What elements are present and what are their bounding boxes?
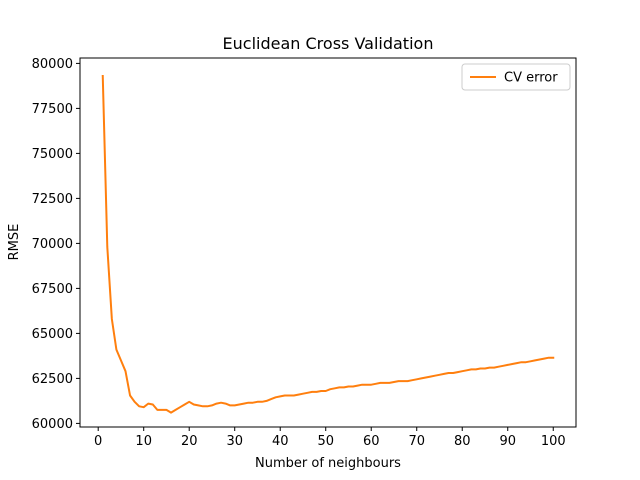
y-tick-label: 70000: [32, 237, 73, 252]
x-tick-label: 50: [317, 434, 334, 449]
x-tick-label: 10: [135, 434, 152, 449]
x-tick-label: 30: [226, 434, 243, 449]
y-axis-title: RMSE: [7, 224, 22, 261]
plot-area: [101, 74, 555, 414]
y-tick-label: 60000: [32, 417, 73, 432]
series-line-0: [101, 74, 555, 414]
y-tick-label: 62500: [32, 372, 73, 387]
x-tick-label: 40: [272, 434, 289, 449]
x-tick-label: 80: [454, 434, 471, 449]
legend-label-0: CV error: [504, 71, 558, 86]
x-tick-label: 70: [408, 434, 425, 449]
x-tick-label: 60: [363, 434, 380, 449]
y-tick-label: 80000: [32, 57, 73, 72]
y-tick-label: 77500: [32, 102, 73, 117]
axes-frame: [79, 57, 577, 428]
y-tick-label: 65000: [32, 327, 73, 342]
axes: 0 10 20 30 40 50 60 70 80 90 100 60000 62500 65000 675…: [32, 57, 577, 449]
legend: CV error: [461, 63, 571, 91]
x-tick-label: 90: [499, 434, 516, 449]
x-tick-label: 0: [94, 434, 102, 449]
chart-title: Euclidean Cross Validation: [223, 34, 434, 53]
x-axis-title: Number of neighbours: [255, 456, 401, 471]
x-tick-label: 100: [541, 434, 566, 449]
y-tick-label: 67500: [32, 282, 73, 297]
legend-box: [461, 63, 571, 91]
y-tick-label: 75000: [32, 147, 73, 162]
y-tick-label: 72500: [32, 192, 73, 207]
x-tick-label: 20: [181, 434, 198, 449]
